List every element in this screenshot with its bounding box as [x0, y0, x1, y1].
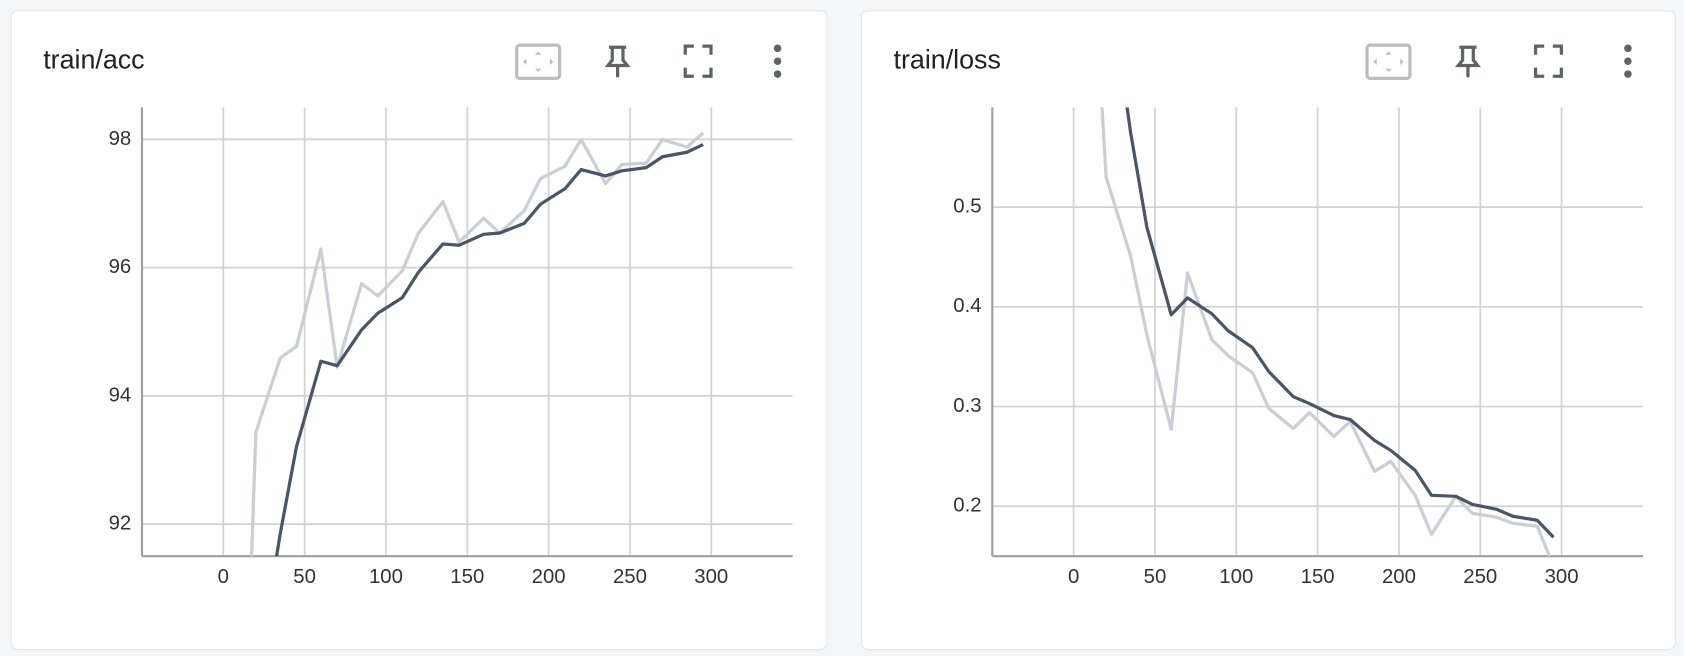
y-tick-label: 96 — [109, 256, 132, 278]
y-tick-label: 0.3 — [953, 395, 981, 417]
y-tick-label: 0.2 — [953, 495, 981, 517]
card — [10, 10, 828, 651]
card-toolbar — [1365, 43, 1632, 80]
y-tick-label: 92 — [109, 512, 132, 534]
chart-title: train/loss — [894, 44, 1001, 74]
chart-title: train/acc — [43, 44, 144, 74]
x-tick-label: 150 — [1301, 566, 1335, 588]
x-tick-label: 100 — [1219, 566, 1253, 588]
x-tick-label: 250 — [1463, 566, 1497, 588]
fullscreen-button[interactable] — [683, 44, 713, 78]
card-toolbar — [515, 43, 782, 80]
fit-domain-button[interactable] — [515, 43, 562, 80]
x-tick-label: 0 — [218, 566, 229, 588]
x-tick-label: 300 — [1545, 566, 1579, 588]
x-tick-label: 0 — [1068, 566, 1079, 588]
x-tick-label: 250 — [613, 566, 647, 588]
x-tick-label: 300 — [694, 566, 728, 588]
x-tick-label: 200 — [532, 566, 566, 588]
fullscreen-button[interactable] — [1533, 44, 1563, 78]
x-tick-label: 100 — [369, 566, 403, 588]
y-tick-label: 0.4 — [953, 295, 981, 317]
raw-line — [250, 131, 705, 557]
x-tick-label: 150 — [450, 566, 484, 588]
fit-domain-button[interactable] — [1365, 43, 1412, 80]
more-button[interactable] — [773, 44, 782, 78]
x-tick-label: 50 — [1144, 566, 1167, 588]
pin-button[interactable] — [1454, 45, 1481, 78]
card — [860, 10, 1676, 651]
raw-line — [1100, 107, 1552, 557]
y-tick-label: 94 — [109, 384, 132, 406]
chart: train/acc 0 50 100 150 200 250 300 92 94 96 98 — [43, 44, 793, 588]
pin-button[interactable] — [604, 45, 631, 78]
plot-lines — [1100, 107, 1555, 557]
smoothed-line — [274, 143, 704, 557]
y-tick-label: 98 — [109, 128, 132, 150]
smoothed-line — [1125, 107, 1555, 539]
x-tick-label: 50 — [293, 566, 316, 588]
chart: train/loss 0 50 100 150 200 250 300 0.2 0.3 0.4 0.5 — [894, 44, 1643, 588]
more-button[interactable] — [1624, 44, 1632, 78]
plot-lines — [250, 131, 705, 557]
x-tick-label: 200 — [1382, 566, 1416, 588]
y-tick-label: 0.5 — [953, 195, 981, 217]
